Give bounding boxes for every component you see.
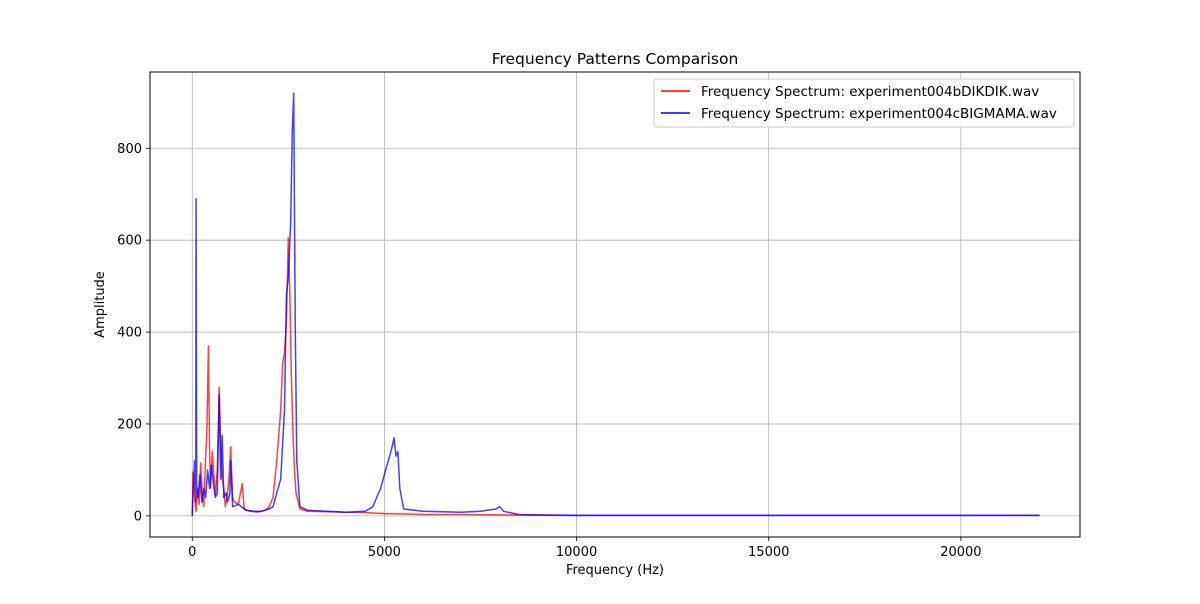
y-tick-label: 800	[117, 142, 142, 157]
y-tick-label: 400	[117, 326, 142, 341]
y-tick-label: 0	[134, 509, 142, 524]
x-tick-label: 5000	[368, 545, 401, 560]
x-tick-label: 10000	[556, 545, 597, 560]
plot-area	[150, 72, 1080, 537]
x-axis-label: Frequency (Hz)	[566, 563, 664, 578]
y-axis-label: Amplitude	[93, 271, 108, 338]
chart-title: Frequency Patterns Comparison	[492, 50, 739, 68]
x-tick-label: 15000	[748, 545, 789, 560]
x-tick-label: 20000	[940, 545, 981, 560]
y-tick-label: 200	[117, 417, 142, 432]
y-tick-label: 600	[117, 234, 142, 249]
legend-box	[653, 78, 1075, 128]
legend-label-series-2: Frequency Spectrum: experiment004cBIGMAM…	[701, 106, 1057, 122]
grid-lines	[150, 72, 1080, 537]
x-tick-label: 0	[188, 545, 196, 560]
legend-label-series-1: Frequency Spectrum: experiment004bDIKDIK…	[701, 84, 1039, 100]
series-layer	[191, 92, 1040, 517]
series-line-2	[191, 92, 1040, 517]
ticks: 0 5000 10000 15000 20000 0 200 400 600 800	[117, 142, 981, 560]
axes-frame	[149, 71, 1081, 538]
legend: Frequency Spectrum: experiment004bDIKDIK…	[653, 78, 1075, 128]
